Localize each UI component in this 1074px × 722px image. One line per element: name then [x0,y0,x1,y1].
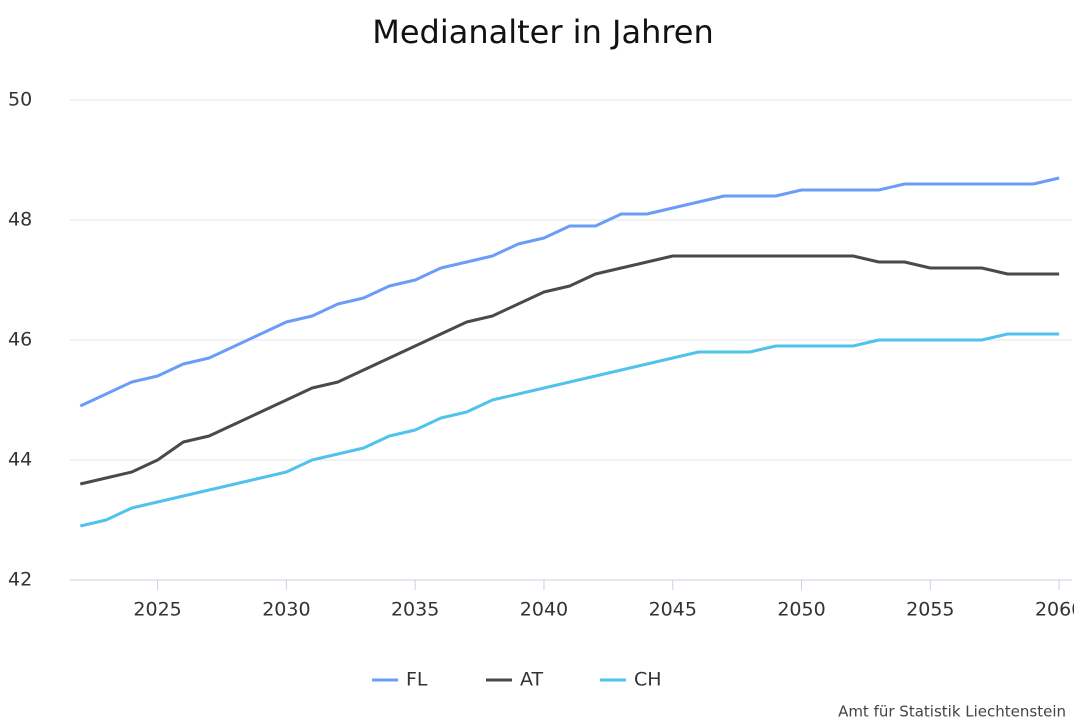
y-tick-label: 42 [8,569,32,591]
credit: Amt für Statistik Liechtenstein [838,703,1066,721]
x-tick-label: 2040 [520,599,568,621]
x-tick-label: 2060 [1035,599,1074,621]
x-tick-label: 2050 [777,599,825,621]
line-series [79,332,1060,528]
line-series [79,254,1060,486]
x-tick-label: 2055 [906,599,954,621]
y-tick-label: 48 [8,209,32,231]
line-series [79,176,1060,408]
legend-label: AT [520,669,544,691]
y-tick-label: 46 [8,329,32,351]
legend-label: FL [406,669,428,691]
chart-title: Medianalter in Jahren [372,13,714,51]
x-tick-label: 2035 [391,599,439,621]
legend-label: CH [634,669,662,691]
y-tick-label: 44 [8,449,32,471]
x-tick-label: 2045 [649,599,697,621]
x-tick-label: 2030 [262,599,310,621]
x-tick-label: 2025 [133,599,181,621]
y-tick-label: 50 [8,89,32,111]
